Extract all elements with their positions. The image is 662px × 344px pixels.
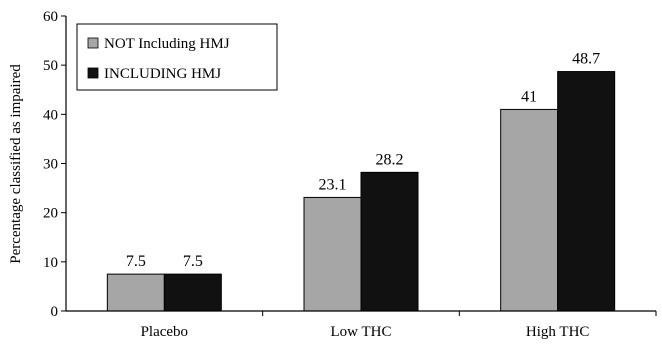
y-axis-title: Percentage classified as impaired [8, 64, 24, 264]
bar-placebo-including-hmj [163, 273, 222, 312]
category-label-placebo: Placebo [141, 324, 188, 340]
legend-label-including-hmj: INCLUDING HMJ [104, 66, 221, 82]
y-tick-label: 10 [43, 255, 58, 271]
legend-swatch-not-including-hmj [87, 37, 99, 49]
bar-low-thc-not-including-hmj [303, 196, 362, 312]
data-label-low-thc-including-hmj: 28.2 [376, 151, 404, 168]
data-label-low-thc-not-including-hmj: 23.1 [319, 176, 347, 193]
y-tick-label: 30 [43, 157, 58, 173]
y-tick-label: 0 [51, 304, 59, 320]
bar-placebo-not-including-hmj [106, 273, 165, 312]
legend-label-not-including-hmj: NOT Including HMJ [104, 36, 230, 52]
legend-box [76, 23, 278, 91]
category-label-high-thc: High THC [526, 324, 589, 340]
legend-swatch-including-hmj [87, 67, 99, 79]
data-label-placebo-including-hmj: 7.5 [183, 253, 203, 270]
y-tick-label: 40 [43, 107, 58, 123]
bar-high-thc-not-including-hmj [500, 108, 559, 312]
data-label-high-thc-including-hmj: 48.7 [572, 51, 600, 68]
y-tick-label: 20 [43, 206, 58, 222]
data-label-placebo-not-including-hmj: 7.5 [126, 253, 146, 270]
legend: NOT Including HMJ INCLUDING HMJ [76, 23, 278, 91]
y-tick-label: 50 [43, 58, 58, 74]
data-label-high-thc-not-including-hmj: 41 [521, 88, 537, 105]
y-tick-label: 60 [43, 9, 58, 25]
category-label-low-thc: Low THC [331, 324, 392, 340]
bar-high-thc-including-hmj [557, 71, 616, 312]
bar-low-thc-including-hmj [360, 171, 419, 312]
